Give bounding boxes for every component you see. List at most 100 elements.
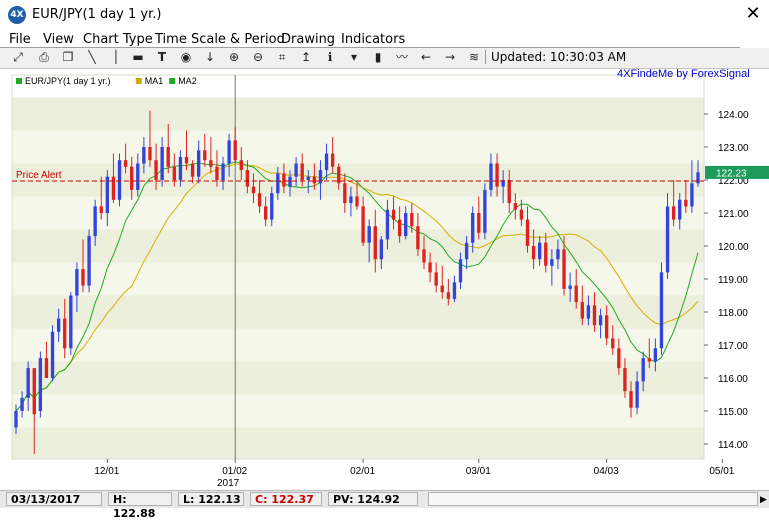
candle[interactable] — [385, 199, 390, 250]
candle[interactable] — [458, 252, 463, 289]
candle[interactable] — [245, 160, 250, 194]
menu-indicators[interactable]: Indicators — [341, 32, 406, 47]
candle[interactable] — [410, 203, 414, 233]
candle[interactable] — [69, 292, 73, 355]
horizontal-line-icon[interactable]: ▬ — [132, 50, 144, 64]
text-icon[interactable]: T — [157, 50, 167, 64]
candle[interactable] — [446, 279, 451, 306]
candle[interactable] — [397, 206, 402, 243]
candle[interactable] — [562, 236, 566, 296]
candle[interactable] — [270, 186, 274, 227]
candle[interactable] — [306, 170, 310, 194]
candle[interactable] — [538, 236, 542, 266]
candle[interactable] — [26, 361, 30, 412]
menu-file[interactable]: File — [9, 32, 31, 47]
candle[interactable] — [653, 338, 658, 372]
chart-panel[interactable]: Price Alert 124.00 123.00 122.00 121.00 120.… — [0, 68, 769, 490]
candle[interactable] — [556, 239, 560, 270]
candle[interactable] — [361, 196, 365, 247]
candle[interactable] — [635, 371, 639, 415]
candle[interactable] — [544, 232, 548, 273]
candle[interactable] — [404, 206, 408, 240]
candle[interactable] — [367, 219, 371, 263]
vertical-line-icon[interactable]: │ — [112, 50, 120, 64]
marker-icon[interactable]: ▾ — [350, 50, 358, 64]
candle[interactable] — [416, 213, 420, 256]
candle[interactable] — [373, 209, 377, 273]
candle[interactable] — [355, 183, 359, 210]
candle[interactable] — [641, 351, 645, 392]
candle[interactable] — [671, 180, 676, 227]
candle[interactable] — [495, 153, 499, 197]
candle[interactable] — [257, 180, 262, 213]
candle[interactable] — [586, 295, 591, 326]
menu-chart-type[interactable]: Chart Type — [83, 32, 153, 47]
candle[interactable] — [604, 305, 609, 345]
horizontal-scrollbar[interactable] — [428, 492, 758, 506]
candle[interactable] — [14, 404, 18, 435]
price-chart[interactable]: Price Alert 124.00 123.00 122.00 121.00 120.… — [0, 68, 769, 490]
candle[interactable] — [525, 206, 530, 253]
down-arrow-icon[interactable]: ↓ — [204, 50, 216, 64]
candle[interactable] — [117, 153, 122, 207]
candle[interactable] — [647, 338, 651, 369]
candle[interactable] — [471, 206, 475, 253]
candle[interactable] — [428, 252, 432, 283]
candle[interactable] — [38, 351, 43, 418]
candle[interactable] — [507, 170, 511, 213]
candle[interactable] — [580, 285, 584, 326]
candle[interactable] — [32, 368, 36, 454]
candle[interactable] — [318, 160, 323, 200]
candle[interactable] — [659, 262, 664, 355]
candle[interactable] — [81, 239, 85, 293]
candle[interactable] — [209, 137, 213, 174]
settings-icon[interactable]: ≋ — [468, 50, 480, 64]
candle[interactable] — [343, 173, 347, 213]
candle[interactable] — [111, 153, 116, 204]
print-icon[interactable]: ⎙ — [39, 50, 49, 64]
candle[interactable] — [434, 262, 438, 293]
candle[interactable] — [684, 180, 688, 213]
candle[interactable] — [349, 186, 353, 217]
zoom-in-icon[interactable]: ⊕ — [228, 50, 240, 64]
candle[interactable] — [142, 137, 146, 174]
candle[interactable] — [87, 229, 91, 293]
candle[interactable] — [592, 292, 597, 332]
fit-icon[interactable]: ⌗ — [278, 50, 286, 64]
candle[interactable] — [440, 265, 444, 299]
candle[interactable] — [154, 143, 158, 190]
price-alert-icon[interactable]: ◉ — [180, 50, 192, 64]
candle[interactable] — [251, 173, 256, 204]
candle[interactable] — [678, 193, 682, 230]
candle[interactable] — [148, 110, 152, 167]
scroll-left-icon[interactable]: ← — [420, 50, 432, 64]
candle[interactable] — [93, 199, 97, 246]
candle[interactable] — [75, 262, 79, 313]
sparkline-icon[interactable]: 〰 — [395, 50, 408, 64]
candle[interactable] — [130, 156, 134, 200]
scroll-right-icon[interactable]: → — [444, 50, 456, 64]
candle[interactable] — [105, 170, 110, 227]
copy-icon[interactable]: ❐ — [62, 50, 74, 64]
candle[interactable] — [233, 127, 237, 164]
candle[interactable] — [574, 269, 578, 309]
candle[interactable] — [312, 163, 317, 190]
candle[interactable] — [690, 160, 694, 213]
candle[interactable] — [288, 170, 292, 197]
expand-icon[interactable]: ⤢ — [13, 50, 23, 64]
candle[interactable] — [50, 325, 55, 382]
candle[interactable] — [197, 140, 201, 184]
candle[interactable] — [623, 358, 627, 398]
candle[interactable] — [550, 249, 554, 286]
menu-drawing[interactable]: Drawing — [281, 32, 336, 47]
candle[interactable] — [477, 196, 481, 240]
candle[interactable] — [276, 166, 280, 200]
price-alert-label[interactable]: Price Alert — [16, 170, 62, 181]
candle[interactable] — [598, 308, 603, 339]
candle[interactable] — [513, 193, 517, 220]
candle[interactable] — [221, 156, 225, 190]
candle[interactable] — [190, 160, 195, 184]
scroll-right-arrow-icon[interactable]: ▶ — [760, 494, 767, 504]
candle[interactable] — [611, 325, 615, 355]
candle[interactable] — [568, 272, 572, 303]
